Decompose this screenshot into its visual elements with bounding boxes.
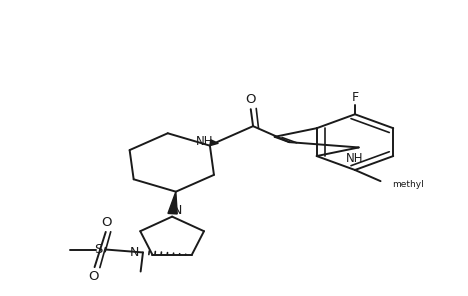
- Text: S: S: [95, 243, 103, 256]
- Text: O: O: [246, 93, 256, 106]
- Text: F: F: [351, 91, 358, 104]
- Polygon shape: [168, 192, 177, 214]
- Text: N: N: [130, 246, 139, 259]
- Text: N: N: [173, 204, 183, 217]
- Text: methyl: methyl: [392, 180, 424, 189]
- Text: O: O: [88, 270, 99, 283]
- Text: NH: NH: [196, 135, 213, 148]
- Polygon shape: [210, 140, 219, 146]
- Text: NH: NH: [346, 152, 364, 165]
- Text: O: O: [102, 216, 112, 229]
